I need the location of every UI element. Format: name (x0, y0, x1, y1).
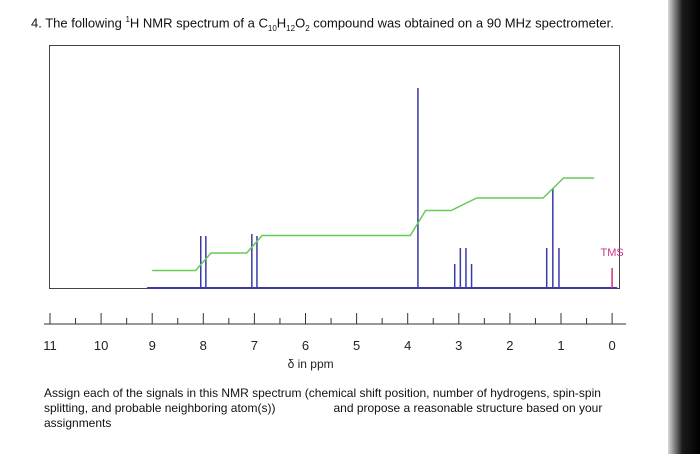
x-tick-label: 8 (200, 338, 207, 353)
x-tick-label: 11 (43, 338, 57, 353)
x-tick-label: 0 (608, 338, 615, 353)
screen-edge (668, 0, 700, 454)
spectrum-panel (49, 45, 620, 289)
x-tick-label: 9 (149, 338, 156, 353)
question-text: 4. The following 1H NMR spectrum of a C1… (31, 15, 614, 33)
assignment-instructions: Assign each of the signals in this NMR s… (44, 386, 603, 430)
x-tick-label: 1 (557, 338, 564, 353)
x-tick-label: 2 (506, 338, 513, 353)
x-tick-label: 7 (251, 338, 258, 353)
x-tick-label: 4 (404, 338, 411, 353)
x-tick-label: 5 (353, 338, 360, 353)
x-tick-label: 6 (302, 338, 309, 353)
x-tick-label: 3 (455, 338, 462, 353)
tms-label: TMS (600, 247, 623, 259)
x-axis-title: δ in ppm (288, 357, 334, 371)
x-tick-label: 10 (94, 338, 108, 353)
integral-curve (152, 177, 595, 272)
